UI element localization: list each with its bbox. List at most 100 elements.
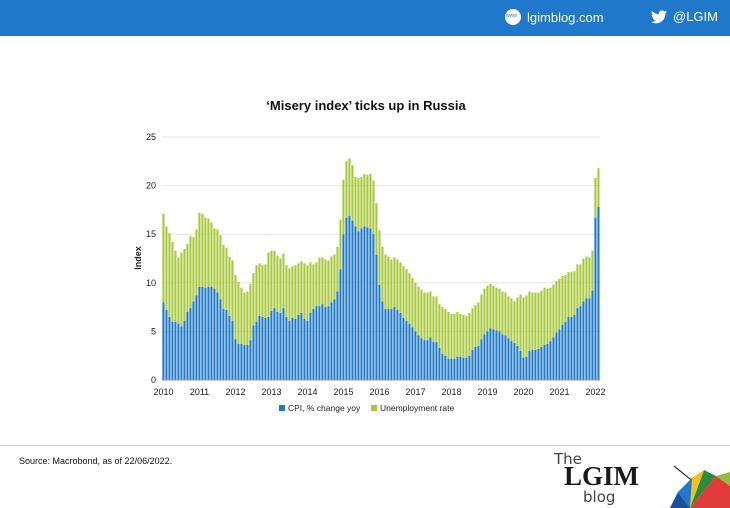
bar-cpi — [570, 316, 573, 380]
bar-cpi — [525, 356, 528, 380]
bar-unemployment — [378, 230, 381, 285]
bar-cpi — [384, 309, 387, 380]
site-label: lgimblog.com — [527, 9, 604, 25]
x-tick-label: 2014 — [297, 387, 317, 397]
bar-cpi — [291, 317, 294, 380]
bar-unemployment — [447, 311, 450, 359]
bar-unemployment — [255, 265, 258, 322]
bar-unemployment — [570, 272, 573, 317]
bar-unemployment — [432, 296, 435, 343]
bar-unemployment — [165, 226, 168, 311]
bar-unemployment — [219, 235, 222, 300]
bar-unemployment — [519, 294, 522, 351]
bar-unemployment — [336, 246, 339, 292]
bar-cpi — [516, 345, 519, 380]
bar-unemployment — [585, 256, 588, 299]
bar-cpi — [285, 316, 288, 380]
bar-cpi — [591, 290, 594, 380]
bar-unemployment — [438, 304, 441, 348]
bar-cpi — [213, 288, 216, 380]
bar-unemployment — [525, 295, 528, 357]
bar-cpi — [231, 320, 234, 380]
bar-unemployment — [492, 285, 495, 330]
x-axis-ticks: 2010 2011 2012 2013 2014 2015 2016 2017 2018 2019… — [153, 379, 606, 397]
logo-blog: blog — [583, 488, 616, 506]
bar-unemployment — [177, 257, 180, 324]
source-note: Source: Macrobond, as of 22/06/2022. — [19, 456, 173, 466]
bar-unemployment — [327, 260, 330, 307]
bar-unemployment — [264, 264, 267, 318]
bar-cpi — [432, 342, 435, 380]
bar-cpi — [219, 299, 222, 380]
bar-cpi — [171, 321, 174, 380]
bar-unemployment — [537, 292, 540, 349]
site-link[interactable]: lgimblog.com — [505, 9, 604, 25]
bar-cpi — [411, 327, 414, 380]
bar-unemployment — [195, 229, 198, 296]
bar-unemployment — [357, 177, 360, 232]
bar-unemployment — [516, 297, 519, 346]
bar-cpi — [549, 341, 552, 380]
bar-cpi — [588, 298, 591, 380]
bars-group — [162, 158, 600, 380]
bar-unemployment — [558, 278, 561, 330]
bar-unemployment — [234, 275, 237, 340]
umbrella-icon — [670, 465, 730, 508]
bar-cpi — [282, 308, 285, 380]
bar-unemployment — [222, 244, 225, 310]
bar-unemployment — [456, 311, 459, 357]
bar-cpi — [501, 334, 504, 380]
bar-cpi — [366, 227, 369, 380]
bar-unemployment — [372, 180, 375, 235]
bar-unemployment — [465, 315, 468, 358]
bar-cpi — [510, 341, 513, 380]
bar-cpi — [192, 301, 195, 380]
y-axis-label: Index — [133, 246, 143, 270]
legend: CPI, % change yoy Unemployment rate — [279, 403, 454, 413]
bar-cpi — [468, 355, 471, 380]
bar-unemployment — [276, 255, 279, 312]
bar-cpi — [462, 357, 465, 380]
bar-cpi — [198, 286, 201, 380]
bar-unemployment — [528, 291, 531, 351]
bar-cpi — [186, 311, 189, 380]
bar-cpi — [372, 234, 375, 380]
bar-unemployment — [390, 259, 393, 310]
bar-cpi — [240, 344, 243, 380]
bar-unemployment — [348, 158, 351, 216]
bar-cpi — [558, 329, 561, 380]
bar-unemployment — [435, 296, 438, 343]
bar-unemployment — [192, 237, 195, 302]
bar-unemployment — [429, 291, 432, 338]
bar-unemployment — [300, 261, 303, 313]
bar-unemployment — [489, 283, 492, 329]
bar-unemployment — [339, 219, 342, 270]
bar-unemployment — [354, 176, 357, 227]
y-tick-label: 15 — [146, 229, 156, 239]
bar-cpi — [333, 299, 336, 380]
bar-unemployment — [444, 309, 447, 356]
bar-cpi — [222, 309, 225, 380]
twitter-link[interactable]: @LGIM — [651, 9, 718, 24]
bar-cpi — [258, 315, 261, 380]
bar-cpi — [306, 320, 309, 380]
bar-unemployment — [198, 212, 201, 287]
bar-unemployment — [366, 174, 369, 228]
bar-unemployment — [249, 283, 252, 341]
bar-cpi — [210, 286, 213, 380]
bar-unemployment — [546, 288, 549, 345]
bar-unemployment — [513, 301, 516, 344]
bar-unemployment — [453, 313, 456, 359]
bar-cpi — [237, 344, 240, 380]
bar-cpi — [477, 345, 480, 380]
bar-cpi — [216, 292, 219, 380]
bar-cpi — [531, 349, 534, 380]
bar-cpi — [426, 340, 429, 380]
bar-unemployment — [363, 173, 366, 227]
bar-cpi — [381, 301, 384, 380]
bar-cpi — [369, 228, 372, 380]
bar-cpi — [345, 217, 348, 380]
y-tick-label: 20 — [146, 181, 156, 191]
bar-unemployment — [171, 241, 174, 322]
bar-unemployment — [303, 263, 306, 319]
